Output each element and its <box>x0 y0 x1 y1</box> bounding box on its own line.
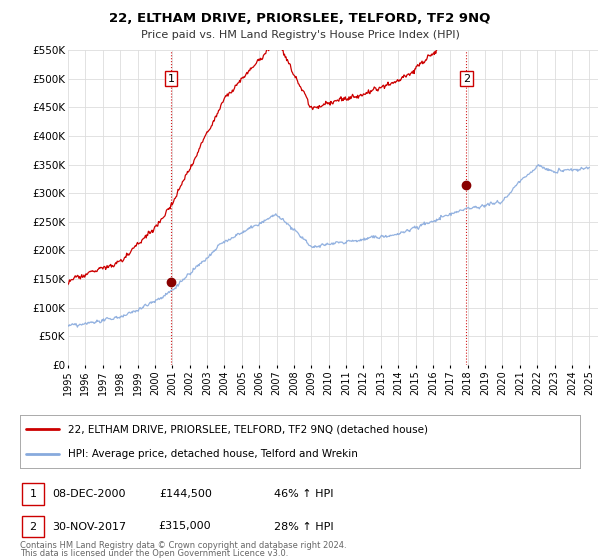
Text: £144,500: £144,500 <box>160 489 212 499</box>
Text: Contains HM Land Registry data © Crown copyright and database right 2024.: Contains HM Land Registry data © Crown c… <box>20 541 347 550</box>
Text: 08-DEC-2000: 08-DEC-2000 <box>52 489 126 499</box>
Text: 2: 2 <box>29 521 37 531</box>
Text: This data is licensed under the Open Government Licence v3.0.: This data is licensed under the Open Gov… <box>20 549 289 558</box>
Text: 1: 1 <box>30 489 37 499</box>
Bar <box>22 483 44 505</box>
Text: 28% ↑ HPI: 28% ↑ HPI <box>274 521 334 531</box>
Text: 2: 2 <box>463 73 470 83</box>
Text: 30-NOV-2017: 30-NOV-2017 <box>52 521 126 531</box>
Text: HPI: Average price, detached house, Telford and Wrekin: HPI: Average price, detached house, Telf… <box>68 449 358 459</box>
Bar <box>22 516 44 538</box>
Text: Price paid vs. HM Land Registry's House Price Index (HPI): Price paid vs. HM Land Registry's House … <box>140 30 460 40</box>
Text: 22, ELTHAM DRIVE, PRIORSLEE, TELFORD, TF2 9NQ: 22, ELTHAM DRIVE, PRIORSLEE, TELFORD, TF… <box>109 12 491 25</box>
Text: 46% ↑ HPI: 46% ↑ HPI <box>274 489 334 499</box>
Text: £315,000: £315,000 <box>158 521 211 531</box>
Text: 1: 1 <box>167 73 175 83</box>
Text: 22, ELTHAM DRIVE, PRIORSLEE, TELFORD, TF2 9NQ (detached house): 22, ELTHAM DRIVE, PRIORSLEE, TELFORD, TF… <box>68 424 428 435</box>
